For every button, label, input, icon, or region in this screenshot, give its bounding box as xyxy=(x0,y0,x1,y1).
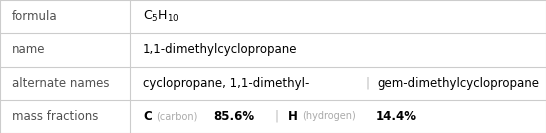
Text: alternate names: alternate names xyxy=(12,77,110,90)
Text: (hydrogen): (hydrogen) xyxy=(302,111,356,121)
Text: 14.4%: 14.4% xyxy=(376,110,417,123)
Text: formula: formula xyxy=(12,10,58,23)
Text: mass fractions: mass fractions xyxy=(12,110,98,123)
Text: (carbon): (carbon) xyxy=(156,111,198,121)
Text: |: | xyxy=(366,77,370,90)
Text: name: name xyxy=(12,43,45,56)
Text: H: H xyxy=(288,110,298,123)
Text: gem-dimethylcyclopropane: gem-dimethylcyclopropane xyxy=(378,77,539,90)
Text: cyclopropane, 1,1-dimethyl-: cyclopropane, 1,1-dimethyl- xyxy=(143,77,310,90)
Text: |: | xyxy=(275,110,278,123)
Text: 85.6%: 85.6% xyxy=(213,110,255,123)
Text: C: C xyxy=(143,110,152,123)
Text: $\mathsf{C_5H_{10}}$: $\mathsf{C_5H_{10}}$ xyxy=(143,9,180,24)
Text: 1,1-dimethylcyclopropane: 1,1-dimethylcyclopropane xyxy=(143,43,298,56)
